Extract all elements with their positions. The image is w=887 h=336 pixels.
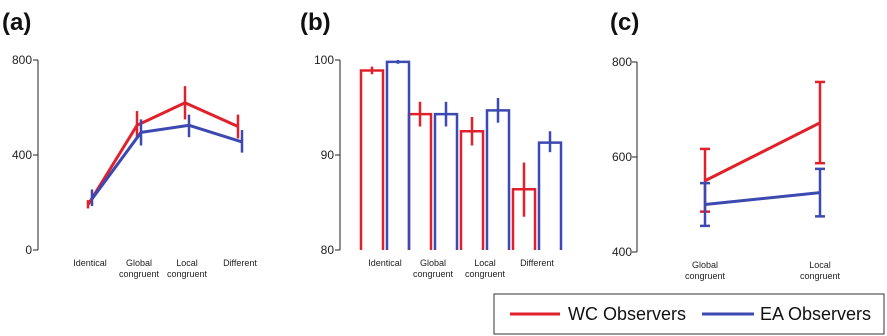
panel-b-xcat-label: Different — [520, 258, 554, 268]
panel-c-line-wc — [704, 121, 821, 183]
panel-b-xcat-label: Identical — [368, 258, 402, 268]
panel-c-line-ea — [704, 191, 821, 206]
panel-b-label: (b) — [300, 9, 331, 36]
panel-a-xcat-label: Local congruent — [167, 258, 208, 279]
panel-b-ytick-label: 80 — [321, 243, 335, 257]
panel-a: (a) 0 400 800 Identical Global congruent Loca… — [2, 9, 257, 279]
panel-c: (c) 400 600 800 Global congruent Local congru… — [610, 9, 841, 281]
panel-b-bar-ea — [485, 109, 511, 250]
panel-c-xcat-label: Local congruent — [800, 260, 841, 281]
panel-a-ytick-label: 0 — [25, 243, 32, 257]
legend-box — [493, 293, 885, 335]
panel-a-xcat-label: Identical — [73, 258, 107, 268]
panel-b-bar-wc — [359, 69, 385, 250]
panel-a-line-wc — [86, 101, 239, 206]
panel-a-xcat-label: Different — [223, 258, 257, 268]
legend: WC Observers EA Observers — [493, 293, 885, 335]
panel-c-label: (c) — [610, 9, 639, 36]
panel-b-bar-wc — [407, 112, 433, 250]
panel-c-ytick-label: 600 — [612, 150, 632, 164]
panel-b-bar-wc — [459, 130, 485, 250]
panel-c-ytick-label: 800 — [612, 55, 632, 69]
panel-a-ytick-label: 800 — [12, 53, 32, 67]
panel-c-xcat-label: Global congruent — [685, 260, 726, 281]
panel-b-ytick-label: 90 — [321, 148, 335, 162]
panel-c-ytick-label: 400 — [612, 245, 632, 259]
panel-b-bar-ea — [537, 141, 563, 250]
panel-b-xcat-label: Local congruent — [465, 258, 506, 279]
panel-a-line-ea — [90, 123, 243, 200]
panel-a-label: (a) — [2, 9, 31, 36]
legend-wc-label: WC Observers — [568, 304, 686, 324]
panel-b-bar-ea — [385, 60, 411, 250]
panel-b-bar-ea — [433, 112, 459, 250]
panel-a-ytick-label: 400 — [12, 148, 32, 162]
panel-b-ytick-label: 100 — [314, 53, 334, 67]
legend-ea-label: EA Observers — [760, 304, 871, 324]
panel-b: (b) 80 90 100 Identical Global congruent Loca… — [300, 9, 563, 279]
panel-b-xcat-label: Global congruent — [413, 258, 454, 279]
panel-a-xcat-label: Global congruent — [119, 258, 160, 279]
